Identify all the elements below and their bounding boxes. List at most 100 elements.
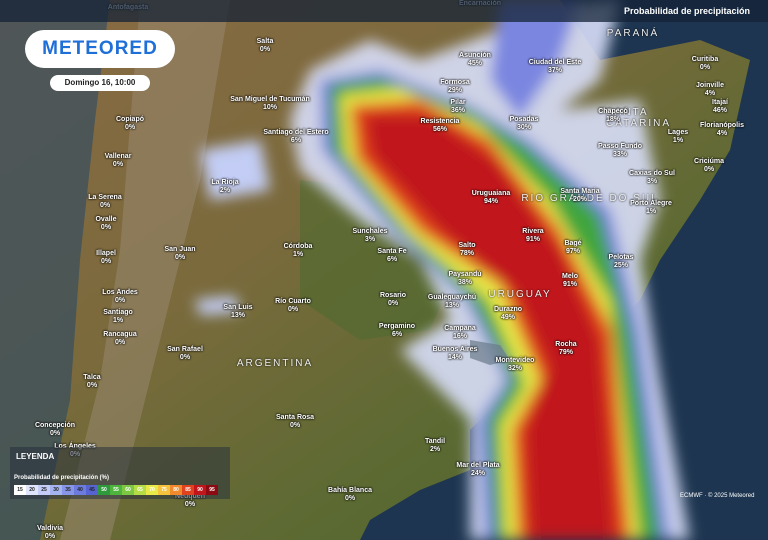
city-name: Rosario — [379, 292, 407, 299]
city-name: Pilar — [450, 99, 466, 106]
city-name: Los Andes — [102, 289, 138, 296]
city-value: 37% — [547, 67, 563, 74]
city-name: Valdivia — [36, 525, 64, 532]
city-label: Durazno 49% — [494, 306, 522, 322]
city-name: San Miguel de Tucumán — [230, 96, 310, 103]
city-name: Rancagua — [103, 331, 137, 338]
city-label: Formosa 29% — [440, 79, 470, 95]
city-value: 0% — [387, 300, 399, 307]
city-label: Buenos Aires 14% — [433, 346, 478, 362]
city-value: 0% — [100, 258, 112, 265]
city-label: Resistencia 56% — [421, 118, 460, 134]
city-label: Rosario 0% — [380, 292, 406, 308]
legend-step: 25 — [38, 485, 50, 495]
city-name: Córdoba — [283, 243, 313, 250]
city-name: Rocha — [555, 341, 577, 348]
city-name: Rivera — [522, 228, 544, 235]
date-pill[interactable]: Domingo 16, 10:00 — [50, 75, 150, 91]
city-name: Caxias do Sul — [629, 170, 675, 177]
city-label: Vallenar 0% — [105, 153, 132, 169]
pacific — [0, 0, 110, 540]
city-name: Porto Alegre — [630, 200, 672, 207]
city-label: Bahía Blanca 0% — [328, 487, 372, 503]
region-label: SANTA CATARINA — [606, 107, 672, 129]
region-label: ARGENTINA — [236, 358, 314, 369]
legend-title: LEYENDA — [16, 452, 55, 461]
region-label: RIO GRANDE DO SUL — [521, 193, 659, 204]
legend-subtitle: Probabilidad de precipitación (%) — [14, 475, 110, 481]
city-label: Caxias do Sul 3% — [629, 170, 675, 186]
city-value: 1% — [292, 251, 304, 258]
city-value: 20% — [572, 196, 588, 203]
city-name: Illapel — [96, 250, 116, 257]
legend-step: 40 — [74, 485, 86, 495]
city-name: Formosa — [440, 79, 470, 86]
city-label: Concepción 0% — [35, 422, 75, 438]
city-value: 97% — [565, 248, 580, 255]
city-name: Asunción — [459, 52, 491, 59]
city-label: Salta 0% — [257, 38, 274, 54]
legend-step: 30 — [50, 485, 62, 495]
legend-step: 45 — [86, 485, 98, 495]
city-value: 1% — [112, 317, 124, 324]
city-label: Lages 1% — [668, 129, 688, 145]
city-label: Santiago 1% — [103, 309, 133, 325]
city-value: 0% — [99, 202, 111, 209]
city-value: 25% — [613, 262, 628, 269]
city-value: 16% — [452, 333, 468, 340]
city-label: Tandil 2% — [425, 438, 445, 454]
city-label: Paysandú 38% — [448, 271, 481, 287]
city-value: 79% — [558, 349, 573, 356]
city-value: 1% — [672, 137, 684, 144]
city-value: 13% — [230, 312, 245, 319]
city-value: 0% — [112, 161, 124, 168]
city-name: Salto — [458, 242, 476, 249]
city-label: Chapecó 18% — [598, 108, 628, 124]
city-name: Santiago del Estero — [263, 129, 329, 136]
legend-step: 50 — [98, 485, 110, 495]
city-name: Copiapó — [116, 116, 144, 123]
city-value: 0% — [86, 382, 98, 389]
city-name: Pelotas — [608, 254, 634, 261]
city-label: Santiago del Estero 6% — [263, 129, 328, 145]
city-name: San Luis — [223, 304, 253, 311]
city-name: Criciúma — [694, 158, 724, 165]
legend-step: 35 — [62, 485, 74, 495]
city-value: 45% — [467, 60, 483, 67]
city-label: Santa Rosa 0% — [276, 414, 314, 430]
city-label: Salto 78% — [458, 242, 475, 258]
city-name: Santa Rosa — [275, 414, 315, 421]
city-value: 1% — [645, 208, 657, 215]
city-name: Santa Maria — [560, 188, 600, 195]
city-label: Criciúma 0% — [694, 158, 724, 174]
city-name: Posadas — [509, 116, 539, 123]
city-name: Bagé — [564, 240, 582, 247]
city-value: 46% — [712, 107, 728, 114]
header: Probabilidad de precipitación — [0, 0, 768, 22]
city-label: Rancagua 0% — [103, 331, 136, 347]
city-value: 0% — [179, 354, 191, 361]
city-label: Sunchales 3% — [352, 228, 387, 244]
city-label: Campana 16% — [444, 325, 476, 341]
city-label: Córdoba 1% — [284, 243, 313, 259]
city-label: Santa Fe 6% — [377, 248, 406, 264]
city-value: 0% — [703, 166, 715, 173]
city-name: Lages — [667, 129, 689, 136]
city-name: Bahía Blanca — [328, 487, 372, 494]
city-name: Concepción — [34, 422, 76, 429]
city-label: Bagé 97% — [564, 240, 581, 256]
city-label: Passo Fundo 33% — [598, 143, 642, 159]
city-label: Río Cuarto 0% — [275, 298, 311, 314]
city-value: 0% — [114, 297, 126, 304]
legend-step: 85 — [182, 485, 194, 495]
city-label: Rivera 91% — [522, 228, 543, 244]
logo: METEORED — [25, 30, 175, 68]
city-name: Melo — [562, 273, 578, 280]
city-value: 14% — [447, 354, 462, 361]
city-label: Copiapó 0% — [116, 116, 144, 132]
city-value: 56% — [432, 126, 448, 133]
city-label: Montevideo 32% — [496, 357, 535, 373]
city-label: Itajaí 46% — [712, 99, 728, 115]
region-label: URUGUAY — [488, 289, 552, 300]
city-value: 3% — [364, 236, 376, 243]
